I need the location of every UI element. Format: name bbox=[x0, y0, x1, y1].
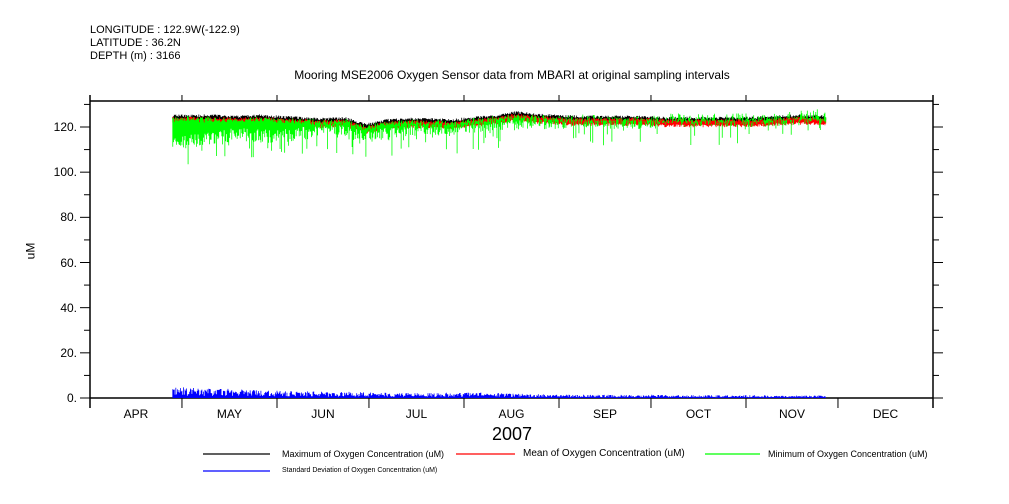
y-tick-label: 120. bbox=[53, 120, 77, 134]
x-tick-label: OCT bbox=[685, 407, 712, 421]
depth-label: DEPTH (m) : 3166 bbox=[90, 50, 181, 62]
x-tick-label: JUN bbox=[311, 407, 335, 421]
y-tick-label: 100. bbox=[53, 165, 77, 180]
series-std-dev-line bbox=[172, 387, 827, 398]
x-tick-label: SEP bbox=[592, 407, 617, 421]
y-tick-label: 40. bbox=[60, 300, 77, 315]
x-tick-label: NOV bbox=[778, 407, 805, 421]
chart-title: Mooring MSE2006 Oxygen Sensor data from … bbox=[294, 68, 730, 82]
y-tick-label: 0. bbox=[66, 391, 77, 405]
longitude-label: LONGITUDE : 122.9W(-122.9) bbox=[90, 24, 240, 36]
x-axis-label: 2007 bbox=[491, 424, 533, 444]
x-tick-label: MAY bbox=[216, 407, 243, 421]
legend-label: Mean of Oxygen Concentration (uM) bbox=[523, 448, 685, 459]
y-tick-label: 60. bbox=[60, 255, 77, 270]
x-tick-label: APR bbox=[123, 407, 149, 421]
x-tick-label: AUG bbox=[498, 407, 525, 421]
x-tick-label: JUL bbox=[405, 407, 428, 421]
legend-label: Maximum of Oxygen Concentration (uM) bbox=[282, 449, 445, 459]
legend-label: Standard Deviation of Oxygen Concentrati… bbox=[282, 467, 438, 474]
y-tick-label: 20. bbox=[60, 345, 77, 360]
x-tick-label: DEC bbox=[872, 407, 899, 421]
series-minimum-line bbox=[172, 109, 827, 165]
legend-label: Minimum of Oxygen Concentration (uM) bbox=[768, 449, 928, 459]
y-tick-label: 80. bbox=[60, 210, 77, 225]
latitude-label: LATITUDE : 36.2N bbox=[90, 37, 181, 49]
